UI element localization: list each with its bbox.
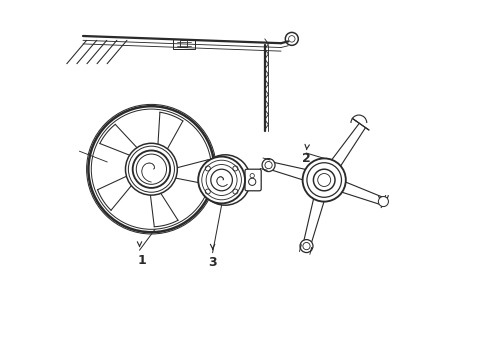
Circle shape <box>314 169 335 191</box>
Circle shape <box>133 150 170 188</box>
Bar <box>173 39 195 49</box>
Bar <box>180 40 187 47</box>
Text: 3: 3 <box>208 256 217 269</box>
Text: 1: 1 <box>138 255 147 267</box>
Circle shape <box>211 169 232 191</box>
Circle shape <box>200 155 250 205</box>
Circle shape <box>300 240 313 253</box>
Circle shape <box>303 158 346 202</box>
Circle shape <box>125 143 177 195</box>
Circle shape <box>198 157 245 203</box>
Text: 2: 2 <box>302 152 311 165</box>
Circle shape <box>262 159 275 172</box>
FancyBboxPatch shape <box>245 169 261 191</box>
Circle shape <box>378 197 389 207</box>
Circle shape <box>248 178 256 185</box>
